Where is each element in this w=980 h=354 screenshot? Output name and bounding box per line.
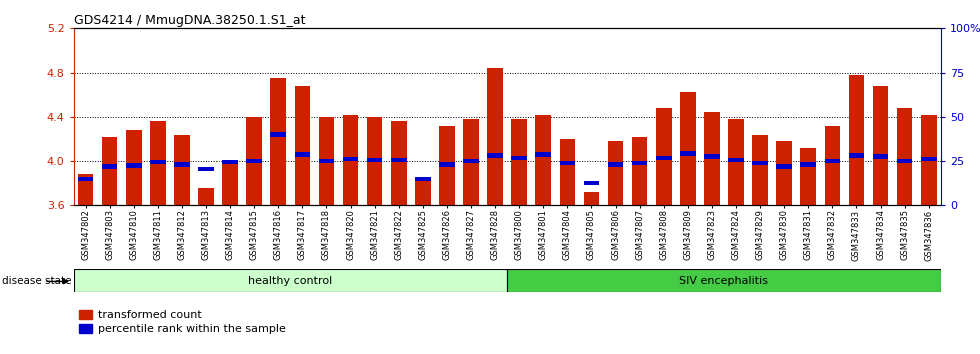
Bar [632,161,648,166]
Bar [560,161,575,166]
Bar [704,154,719,159]
Bar [391,121,407,205]
Bar [295,152,311,156]
Bar [439,126,455,205]
Bar [704,113,719,205]
Text: SIV encephalitis: SIV encephalitis [679,275,768,286]
Bar [535,115,551,205]
Bar [608,141,623,205]
Bar [174,162,190,167]
Bar [824,159,840,163]
Bar [776,164,792,169]
Bar [656,108,671,205]
Bar [680,92,696,205]
Bar [415,177,430,181]
Legend: transformed count, percentile rank within the sample: transformed count, percentile rank withi… [79,310,286,334]
Bar [873,86,889,205]
Bar [415,177,430,205]
Text: disease state: disease state [2,276,72,286]
Bar [367,117,382,205]
Bar [512,119,527,205]
Bar [753,161,768,166]
Text: healthy control: healthy control [248,275,332,286]
Bar [318,117,334,205]
Bar [439,162,455,167]
Bar [391,158,407,162]
Bar [801,148,816,205]
Bar [487,68,503,205]
Bar [728,158,744,162]
Bar [897,159,912,163]
Bar [270,78,286,205]
Bar [487,153,503,158]
Bar [367,158,382,162]
Bar [150,160,166,164]
Bar [102,137,118,205]
Bar [343,115,359,205]
Bar [776,141,792,205]
Bar [656,155,671,160]
Bar [584,192,600,205]
Bar [77,177,93,181]
Bar [246,159,262,163]
Bar [824,126,840,205]
Bar [464,119,479,205]
Bar [608,162,623,167]
Bar [897,108,912,205]
Bar [873,154,889,159]
Bar [680,151,696,155]
Bar [77,175,93,205]
Bar [584,181,600,185]
Bar [318,159,334,163]
Bar [535,152,551,156]
Bar [125,163,141,168]
Bar [921,115,937,205]
Bar [343,157,359,161]
Bar [102,164,118,169]
Bar [198,167,214,171]
Bar [849,75,864,205]
Bar [174,135,190,205]
FancyBboxPatch shape [508,269,941,292]
Bar [560,139,575,205]
Bar [632,137,648,205]
Bar [150,121,166,205]
Bar [295,86,311,205]
Bar [222,160,238,164]
Bar [270,132,286,137]
Bar [728,119,744,205]
Bar [753,135,768,205]
FancyBboxPatch shape [74,269,508,292]
Bar [246,117,262,205]
Bar [921,157,937,161]
Bar [464,159,479,163]
Bar [849,153,864,158]
Bar [512,155,527,160]
Bar [125,130,141,205]
Text: GDS4214 / MmugDNA.38250.1.S1_at: GDS4214 / MmugDNA.38250.1.S1_at [74,14,305,27]
Bar [222,160,238,205]
Bar [801,162,816,167]
Bar [198,188,214,205]
